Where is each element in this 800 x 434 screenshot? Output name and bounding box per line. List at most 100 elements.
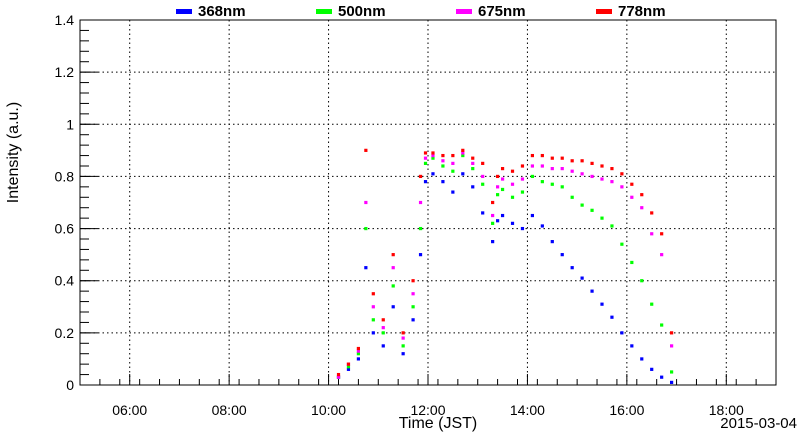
- data-point: [481, 211, 485, 215]
- data-point: [418, 174, 423, 179]
- x-tick-label: 10:00: [311, 402, 346, 418]
- data-point: [451, 153, 455, 158]
- grid-lines: [80, 20, 776, 385]
- data-point: [401, 336, 405, 340]
- data-point: [381, 318, 385, 322]
- data-point: [381, 326, 385, 330]
- data-point: [371, 305, 375, 309]
- data-point: [461, 151, 465, 155]
- legend-swatch: [176, 9, 192, 14]
- data-point: [441, 180, 445, 184]
- legend-label: 500nm: [338, 3, 386, 20]
- data-point: [391, 305, 395, 309]
- data-point: [364, 266, 368, 270]
- y-tick-label: 1.4: [55, 12, 75, 28]
- y-axis-title: Intensity (a.u.): [5, 102, 22, 203]
- x-tick-label: 18:00: [709, 402, 744, 418]
- data-point: [530, 164, 534, 168]
- data-point: [560, 185, 564, 189]
- y-tick-label: 0.6: [55, 221, 75, 237]
- data-point: [411, 305, 415, 309]
- data-point: [391, 253, 395, 257]
- x-tick-label: 14:00: [510, 402, 545, 418]
- data-point: [610, 180, 614, 184]
- data-point: [431, 151, 435, 155]
- data-point: [411, 318, 415, 322]
- data-point: [491, 240, 495, 244]
- y-tick-label: 0.2: [55, 325, 75, 341]
- legend: 368nm 500nm 675nm 778nm: [176, 3, 666, 20]
- data-point: [471, 161, 475, 165]
- data-point: [550, 240, 554, 244]
- data-point: [620, 331, 624, 335]
- data-point: [560, 156, 564, 160]
- data-point: [418, 226, 423, 231]
- data-point: [650, 302, 654, 306]
- data-point: [590, 174, 594, 179]
- data-point: [570, 266, 574, 270]
- data-point: [364, 226, 368, 231]
- data-point: [381, 344, 385, 348]
- data-point: [401, 352, 405, 356]
- y-tick-label: 1.2: [55, 64, 75, 80]
- data-point: [356, 346, 360, 351]
- legend-label: 368nm: [198, 3, 246, 20]
- data-point: [441, 153, 445, 158]
- x-tick-label: 12:00: [410, 402, 445, 418]
- data-point: [496, 185, 500, 189]
- data-point: [441, 164, 445, 168]
- data-point: [371, 331, 375, 335]
- data-point: [660, 253, 664, 257]
- data-point: [510, 221, 515, 225]
- data-point: [610, 224, 614, 228]
- data-point: [346, 362, 351, 366]
- data-point: [640, 357, 644, 361]
- data-point: [411, 292, 415, 296]
- data-point: [391, 266, 395, 270]
- data-point: [481, 182, 485, 186]
- data-point: [570, 159, 574, 163]
- data-point: [620, 172, 624, 176]
- data-point: [431, 153, 435, 158]
- data-point: [670, 370, 674, 374]
- data-point: [640, 206, 644, 210]
- legend-swatch: [596, 9, 612, 14]
- data-point: [441, 159, 445, 163]
- data-point: [670, 344, 674, 348]
- data-point: [590, 208, 594, 212]
- data-point: [580, 172, 584, 176]
- data-point: [560, 167, 564, 171]
- y-tick-label: 0.4: [55, 273, 75, 289]
- data-point: [660, 375, 664, 379]
- data-point: [610, 315, 614, 319]
- data-point: [336, 375, 341, 379]
- data-point: [590, 289, 594, 293]
- data-point: [510, 169, 515, 173]
- legend-swatch: [456, 9, 472, 14]
- data-point: [580, 159, 584, 163]
- data-point: [540, 180, 544, 184]
- legend-label: 778nm: [618, 3, 666, 20]
- data-point: [481, 174, 485, 179]
- data-point: [520, 177, 525, 181]
- data-point: [356, 357, 360, 361]
- data-point: [540, 153, 544, 158]
- data-point: [530, 174, 534, 179]
- data-point: [371, 318, 375, 322]
- data-point: [423, 156, 428, 160]
- data-point: [670, 380, 674, 384]
- data-point: [496, 193, 500, 197]
- data-point: [620, 242, 624, 246]
- data-point: [401, 344, 405, 348]
- data-point: [356, 352, 360, 356]
- data-point: [471, 156, 475, 160]
- data-point: [660, 323, 664, 327]
- data-point: [630, 182, 634, 186]
- data-point: [550, 167, 554, 171]
- data-point: [451, 161, 455, 165]
- data-point: [600, 177, 604, 181]
- x-tick-label: 08:00: [212, 402, 247, 418]
- data-point: [451, 169, 455, 173]
- data-point: [570, 195, 574, 199]
